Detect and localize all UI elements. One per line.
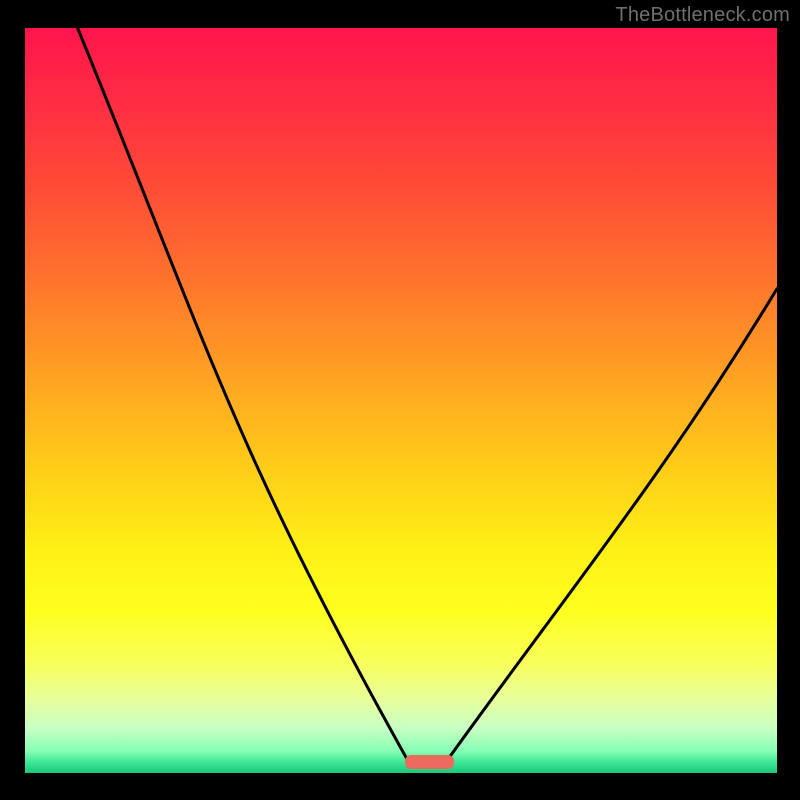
chart-svg [25, 28, 777, 773]
trough-marker [405, 755, 454, 768]
chart-plot-area [25, 28, 777, 773]
watermark-text: TheBottleneck.com [615, 4, 790, 27]
